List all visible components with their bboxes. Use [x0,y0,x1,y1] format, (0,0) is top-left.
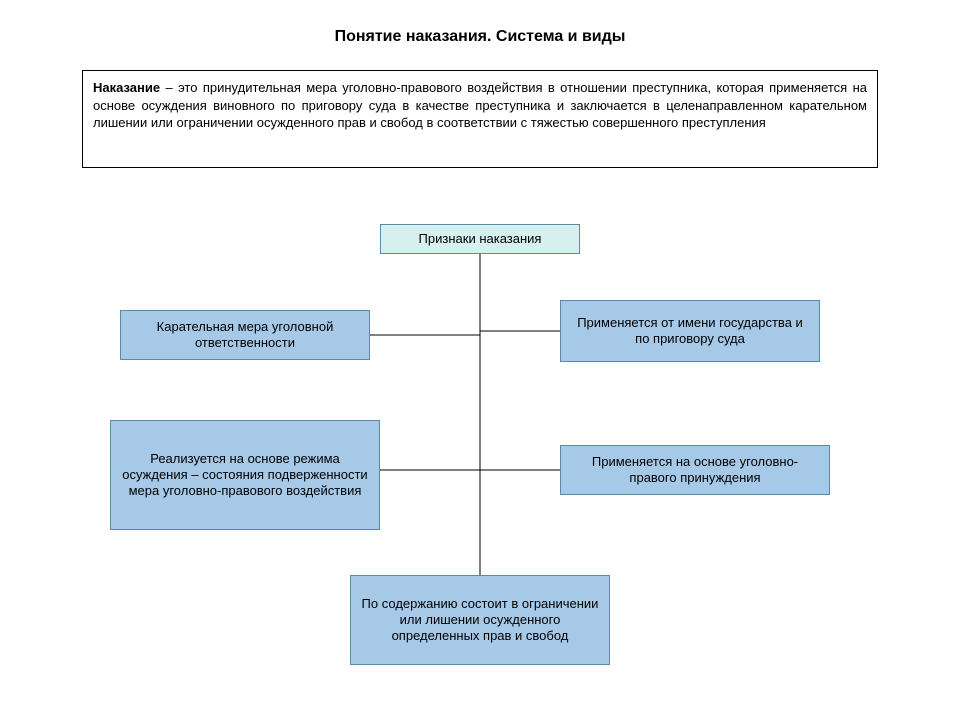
definition-text: – это принудительная мера уголовно-право… [93,80,867,130]
definition-box: Наказание – это принудительная мера угол… [82,70,878,168]
page-title: Понятие наказания. Система и виды [0,28,960,46]
feature-node-1: Карательная мера уголовной ответственнос… [120,310,370,360]
definition-term: Наказание [93,80,160,95]
feature-node-4: Применяется на основе уголовно-правого п… [560,445,830,495]
root-node: Признаки наказания [380,224,580,254]
feature-node-3: Реализуется на основе режима осуждения –… [110,420,380,530]
feature-node-2: Применяется от имени государства и по пр… [560,300,820,362]
feature-node-5: По содержанию состоит в ограничении или … [350,575,610,665]
